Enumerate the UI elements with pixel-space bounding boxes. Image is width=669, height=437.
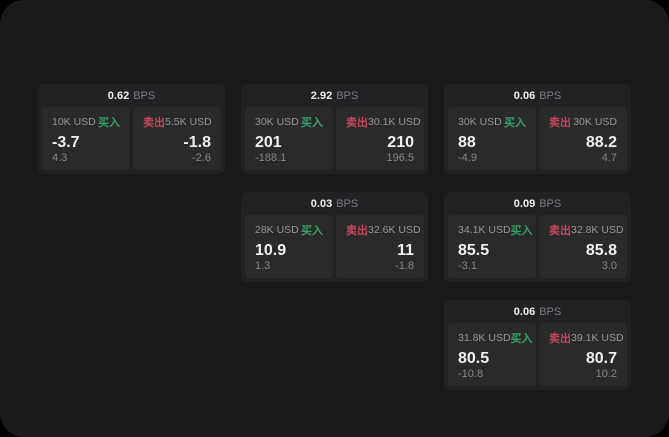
card-header: 0.03 BPS (241, 192, 428, 215)
buy-panel[interactable]: 30K USD 买入 88 -4.9 (448, 107, 536, 170)
buy-label: 买入 (301, 225, 323, 237)
sell-label: 卖出 (549, 117, 571, 129)
bps-value: 0.03 (310, 197, 333, 210)
quote-card[interactable]: 0.03 BPS 28K USD 买入 10.9 1.3 卖出 32.6K US… (241, 192, 428, 282)
card-body: 30K USD 买入 201 -188.1 卖出 30.1K USD 210 1… (245, 107, 424, 170)
sell-change: 3.0 (601, 260, 617, 272)
buy-amount: 28K USD (255, 224, 299, 236)
sell-label: 卖出 (549, 225, 571, 237)
buy-panel[interactable]: 28K USD 买入 10.9 1.3 (245, 215, 333, 278)
sell-label: 卖出 (549, 333, 571, 345)
bps-value: 0.06 (513, 305, 536, 318)
card-header: 0.06 BPS (444, 84, 631, 107)
sell-price: 88.2 (585, 133, 617, 151)
buy-panel[interactable]: 30K USD 买入 201 -188.1 (245, 107, 333, 170)
bps-unit: BPS (336, 197, 359, 210)
card-header: 0.62 BPS (38, 84, 225, 107)
sell-panel[interactable]: 卖出 30.1K USD 210 196.5 (336, 107, 424, 170)
sell-amount: 32.8K USD (571, 224, 624, 236)
buy-change: 1.3 (255, 260, 271, 272)
buy-label: 买入 (98, 117, 120, 129)
card-header: 0.09 BPS (444, 192, 631, 215)
bps-value: 0.62 (107, 89, 130, 102)
card-header: 0.06 BPS (444, 300, 631, 323)
card-body: 30K USD 买入 88 -4.9 卖出 30K USD 88.2 4.7 (448, 107, 627, 170)
buy-change: -4.9 (458, 152, 477, 164)
buy-amount: 31.8K USD (458, 332, 511, 344)
bps-unit: BPS (539, 305, 562, 318)
sell-price: 85.8 (585, 241, 617, 259)
sell-amount: 39.1K USD (571, 332, 624, 344)
quote-card[interactable]: 0.62 BPS 10K USD 买入 -3.7 4.3 卖出 5.5K USD… (38, 84, 225, 174)
buy-amount: 30K USD (255, 116, 299, 128)
sell-change: -2.6 (192, 152, 211, 164)
bps-value: 2.92 (310, 89, 333, 102)
buy-label: 买入 (510, 333, 533, 345)
quotes-grid: 0.62 BPS 10K USD 买入 -3.7 4.3 卖出 5.5K USD… (38, 84, 631, 390)
card-body: 28K USD 买入 10.9 1.3 卖出 32.6K USD 11 -1.8 (245, 215, 424, 278)
buy-panel[interactable]: 34.1K USD 买入 85.5 -3.1 (448, 215, 536, 278)
quote-card[interactable]: 0.06 BPS 31.8K USD 买入 80.5 -10.8 卖出 39.1… (444, 300, 631, 390)
buy-price: 10.9 (255, 241, 287, 259)
sell-panel[interactable]: 卖出 5.5K USD -1.8 -2.6 (133, 107, 221, 170)
card-body: 31.8K USD 买入 80.5 -10.8 卖出 39.1K USD 80.… (448, 323, 627, 386)
buy-amount: 30K USD (458, 116, 502, 128)
sell-price: 210 (387, 133, 414, 151)
card-body: 10K USD 买入 -3.7 4.3 卖出 5.5K USD -1.8 -2.… (42, 107, 221, 170)
sell-panel[interactable]: 卖出 32.6K USD 11 -1.8 (336, 215, 424, 278)
sell-amount: 5.5K USD (165, 116, 212, 128)
buy-amount: 34.1K USD (458, 224, 511, 236)
sell-price: -1.8 (183, 133, 211, 151)
sell-change: 4.7 (601, 152, 617, 164)
buy-label: 买入 (301, 117, 323, 129)
sell-change: -1.8 (395, 260, 414, 272)
bps-unit: BPS (336, 89, 359, 102)
buy-price: -3.7 (52, 133, 80, 151)
sell-label: 卖出 (346, 225, 368, 237)
bps-value: 0.09 (513, 197, 536, 210)
buy-price: 201 (255, 133, 282, 151)
buy-panel[interactable]: 31.8K USD 买入 80.5 -10.8 (448, 323, 536, 386)
quote-card[interactable]: 0.06 BPS 30K USD 买入 88 -4.9 卖出 30K USD 8… (444, 84, 631, 174)
buy-price: 88 (458, 133, 476, 151)
sell-amount: 32.6K USD (368, 224, 421, 236)
bps-unit: BPS (133, 89, 156, 102)
sell-panel[interactable]: 卖出 32.8K USD 85.8 3.0 (539, 215, 627, 278)
buy-amount: 10K USD (52, 116, 96, 128)
sell-panel[interactable]: 卖出 30K USD 88.2 4.7 (539, 107, 627, 170)
buy-price: 85.5 (458, 241, 490, 259)
sell-label: 卖出 (346, 117, 368, 129)
sell-change: 196.5 (386, 152, 414, 164)
buy-change: 4.3 (52, 152, 68, 164)
buy-label: 买入 (504, 117, 526, 129)
bps-value: 0.06 (513, 89, 536, 102)
buy-price: 80.5 (458, 349, 490, 367)
sell-change: 10.2 (595, 368, 617, 380)
sell-panel[interactable]: 卖出 39.1K USD 80.7 10.2 (539, 323, 627, 386)
bps-unit: BPS (539, 197, 562, 210)
buy-label: 买入 (510, 225, 533, 237)
sell-price: 11 (397, 241, 414, 259)
sell-price: 80.7 (585, 349, 617, 367)
card-header: 2.92 BPS (241, 84, 428, 107)
quote-card[interactable]: 0.09 BPS 34.1K USD 买入 85.5 -3.1 卖出 32.8K… (444, 192, 631, 282)
quote-card[interactable]: 2.92 BPS 30K USD 买入 201 -188.1 卖出 30.1K … (241, 84, 428, 174)
buy-panel[interactable]: 10K USD 买入 -3.7 4.3 (42, 107, 130, 170)
sell-amount: 30K USD (573, 116, 617, 128)
buy-change: -188.1 (255, 152, 287, 164)
card-body: 34.1K USD 买入 85.5 -3.1 卖出 32.8K USD 85.8… (448, 215, 627, 278)
bps-unit: BPS (539, 89, 562, 102)
sell-label: 卖出 (143, 117, 165, 129)
sell-amount: 30.1K USD (368, 116, 421, 128)
buy-change: -3.1 (458, 260, 477, 272)
buy-change: -10.8 (458, 368, 484, 380)
